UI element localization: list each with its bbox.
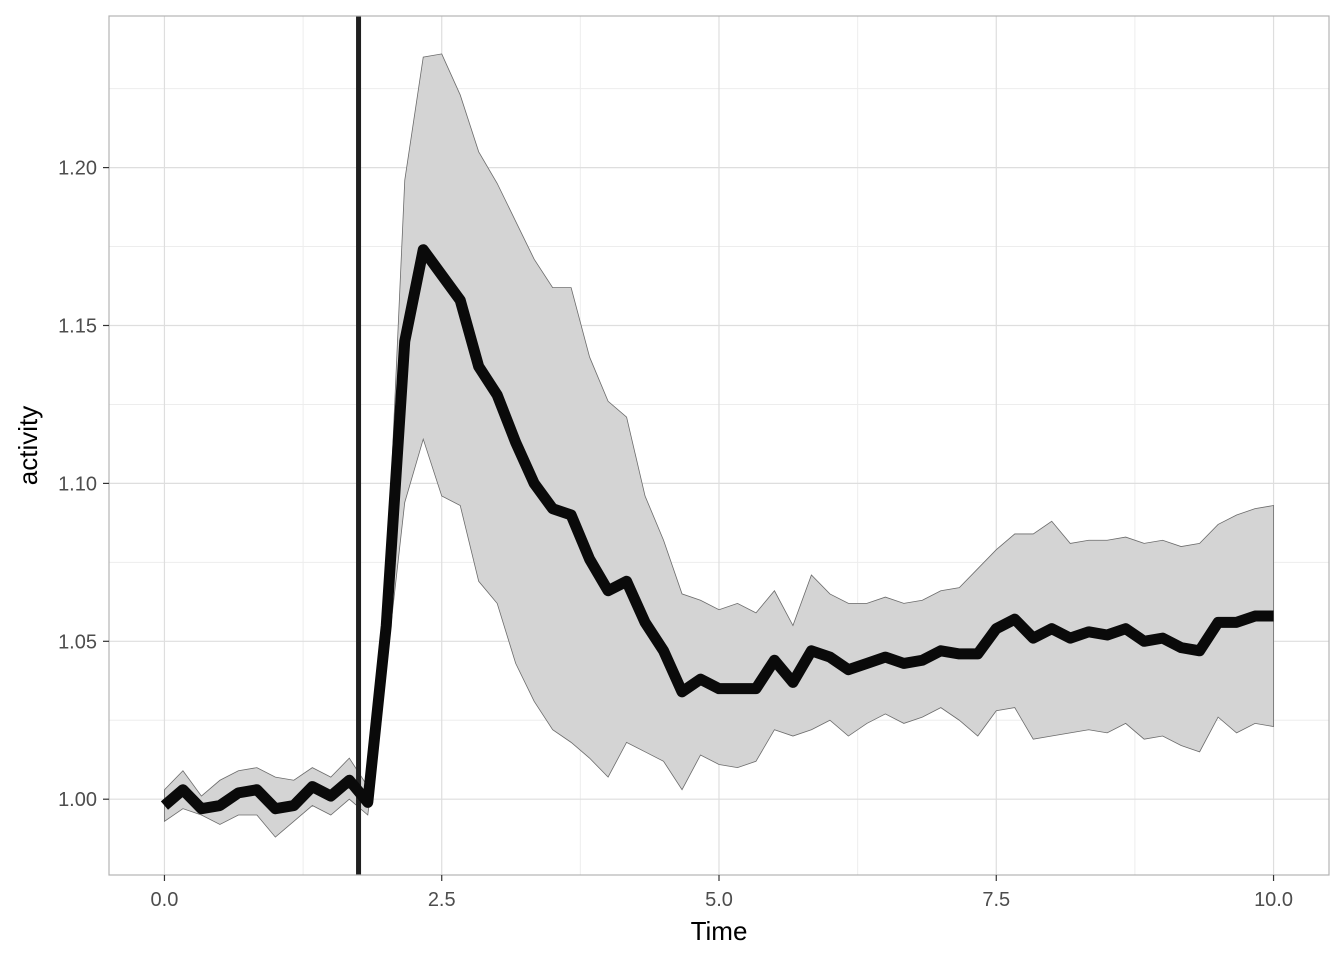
data-point	[993, 626, 999, 632]
confidence-ribbon	[164, 53, 1274, 838]
data-point	[716, 686, 722, 692]
data-point	[734, 686, 740, 692]
data-point	[827, 654, 833, 660]
data-point	[476, 364, 482, 370]
y-axis-title: activity	[13, 406, 43, 485]
data-point	[420, 247, 426, 253]
x-tick-label: 7.5	[982, 889, 1010, 911]
data-point	[845, 667, 851, 673]
data-point	[1160, 635, 1166, 641]
y-tick-label: 1.10	[58, 473, 97, 495]
x-tick-label: 5.0	[705, 889, 733, 911]
data-point	[365, 799, 371, 805]
data-point	[1067, 635, 1073, 641]
data-point	[882, 654, 888, 660]
data-point	[217, 803, 223, 809]
data-point	[457, 297, 463, 303]
data-point	[235, 790, 241, 796]
x-tick-label: 2.5	[428, 889, 456, 911]
data-point	[531, 480, 537, 486]
data-point	[1123, 626, 1129, 632]
y-tick-label: 1.00	[58, 789, 97, 811]
data-point	[568, 512, 574, 518]
data-point	[180, 787, 186, 793]
y-axis-ticks: 1.00 1.05 1.10 1.15 1.20	[58, 158, 109, 811]
data-point	[402, 338, 408, 344]
data-point	[309, 784, 315, 790]
data-point	[605, 588, 611, 594]
data-point	[956, 651, 962, 657]
data-point	[808, 648, 814, 654]
data-point	[254, 787, 260, 793]
x-axis-title: Time	[691, 916, 748, 946]
data-point	[383, 623, 389, 629]
data-point	[1252, 613, 1258, 619]
data-point	[550, 506, 556, 512]
data-point	[1012, 616, 1018, 622]
data-point	[272, 806, 278, 812]
data-point	[790, 679, 796, 685]
data-point	[919, 657, 925, 663]
data-point	[1271, 613, 1277, 619]
data-point	[698, 676, 704, 682]
x-tick-label: 0.0	[151, 889, 179, 911]
data-point	[771, 657, 777, 663]
data-point	[1141, 638, 1147, 644]
data-point	[1197, 648, 1203, 654]
data-point	[161, 803, 167, 809]
data-point	[1178, 645, 1184, 651]
data-point	[291, 803, 297, 809]
data-point	[864, 660, 870, 666]
data-point	[975, 651, 981, 657]
data-point	[753, 686, 759, 692]
data-point	[1104, 632, 1110, 638]
data-point	[1215, 619, 1221, 625]
data-point	[661, 648, 667, 654]
data-point	[346, 777, 352, 783]
data-point	[679, 689, 685, 695]
series-line-activity	[160, 244, 1274, 815]
data-point	[328, 793, 334, 799]
data-point	[938, 648, 944, 654]
y-tick-label: 1.15	[58, 315, 97, 337]
data-point	[1234, 619, 1240, 625]
data-point	[1049, 626, 1055, 632]
x-axis-ticks: 0.0 2.5 5.0 7.5 10.0	[151, 875, 1293, 911]
data-point	[901, 660, 907, 666]
data-point	[624, 578, 630, 584]
data-point	[642, 619, 648, 625]
data-point	[1030, 635, 1036, 641]
data-point	[198, 806, 204, 812]
data-point	[1086, 629, 1092, 635]
x-tick-label: 10.0	[1254, 889, 1293, 911]
data-point	[494, 392, 500, 398]
data-point	[439, 272, 445, 278]
data-point	[587, 556, 593, 562]
y-tick-label: 1.05	[58, 631, 97, 653]
data-point	[513, 439, 519, 445]
y-tick-label: 1.20	[58, 158, 97, 180]
